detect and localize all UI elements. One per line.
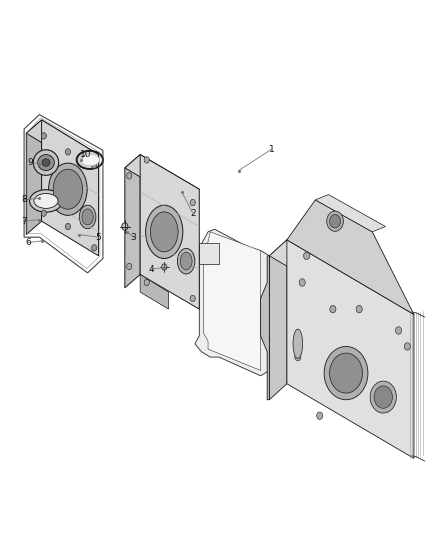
- Polygon shape: [26, 120, 99, 168]
- Text: 7: 7: [21, 217, 27, 225]
- Circle shape: [190, 199, 195, 206]
- Circle shape: [317, 412, 323, 419]
- Circle shape: [92, 162, 97, 168]
- Circle shape: [396, 327, 402, 334]
- Polygon shape: [125, 155, 199, 203]
- Circle shape: [356, 305, 362, 313]
- Circle shape: [404, 343, 410, 350]
- Polygon shape: [287, 200, 414, 314]
- Ellipse shape: [151, 212, 178, 252]
- Circle shape: [144, 279, 149, 286]
- Polygon shape: [269, 240, 414, 330]
- Circle shape: [330, 305, 336, 313]
- Text: 8: 8: [21, 196, 27, 204]
- Circle shape: [304, 252, 310, 260]
- Polygon shape: [269, 240, 287, 400]
- Polygon shape: [193, 229, 269, 376]
- Text: 5: 5: [95, 233, 102, 241]
- Ellipse shape: [82, 209, 93, 225]
- Circle shape: [190, 295, 195, 302]
- Text: 3: 3: [131, 233, 137, 241]
- Polygon shape: [26, 120, 42, 235]
- Circle shape: [162, 264, 167, 270]
- Ellipse shape: [370, 381, 396, 413]
- Text: 2: 2: [190, 209, 195, 217]
- Ellipse shape: [177, 248, 195, 274]
- Circle shape: [127, 173, 132, 179]
- Circle shape: [127, 263, 132, 270]
- Ellipse shape: [330, 353, 363, 393]
- Ellipse shape: [324, 346, 368, 400]
- Polygon shape: [287, 240, 414, 458]
- Circle shape: [144, 157, 149, 163]
- Ellipse shape: [327, 211, 343, 231]
- Ellipse shape: [42, 159, 50, 166]
- Ellipse shape: [49, 163, 87, 215]
- Ellipse shape: [53, 169, 82, 209]
- Polygon shape: [261, 256, 269, 400]
- Circle shape: [92, 245, 97, 251]
- Ellipse shape: [34, 193, 58, 208]
- Polygon shape: [140, 155, 199, 309]
- Ellipse shape: [80, 154, 99, 166]
- Text: 9: 9: [28, 158, 34, 167]
- Ellipse shape: [33, 150, 59, 175]
- Polygon shape: [125, 155, 140, 288]
- Circle shape: [122, 223, 128, 230]
- Polygon shape: [140, 274, 169, 309]
- Ellipse shape: [374, 386, 392, 408]
- Polygon shape: [42, 120, 99, 256]
- Ellipse shape: [329, 214, 341, 228]
- Ellipse shape: [79, 205, 96, 229]
- Circle shape: [41, 210, 46, 216]
- Circle shape: [299, 279, 305, 286]
- Text: 1: 1: [268, 145, 275, 154]
- Polygon shape: [315, 195, 385, 232]
- Text: 4: 4: [148, 265, 154, 273]
- Ellipse shape: [38, 155, 54, 171]
- Text: 6: 6: [25, 238, 32, 247]
- Polygon shape: [199, 243, 219, 264]
- Ellipse shape: [29, 190, 62, 212]
- Text: 10: 10: [80, 150, 91, 159]
- Circle shape: [65, 149, 71, 155]
- Ellipse shape: [180, 253, 192, 270]
- Circle shape: [41, 133, 46, 139]
- Ellipse shape: [145, 205, 183, 259]
- Circle shape: [65, 223, 71, 230]
- Circle shape: [295, 353, 301, 361]
- Ellipse shape: [293, 329, 303, 358]
- Polygon shape: [204, 232, 261, 370]
